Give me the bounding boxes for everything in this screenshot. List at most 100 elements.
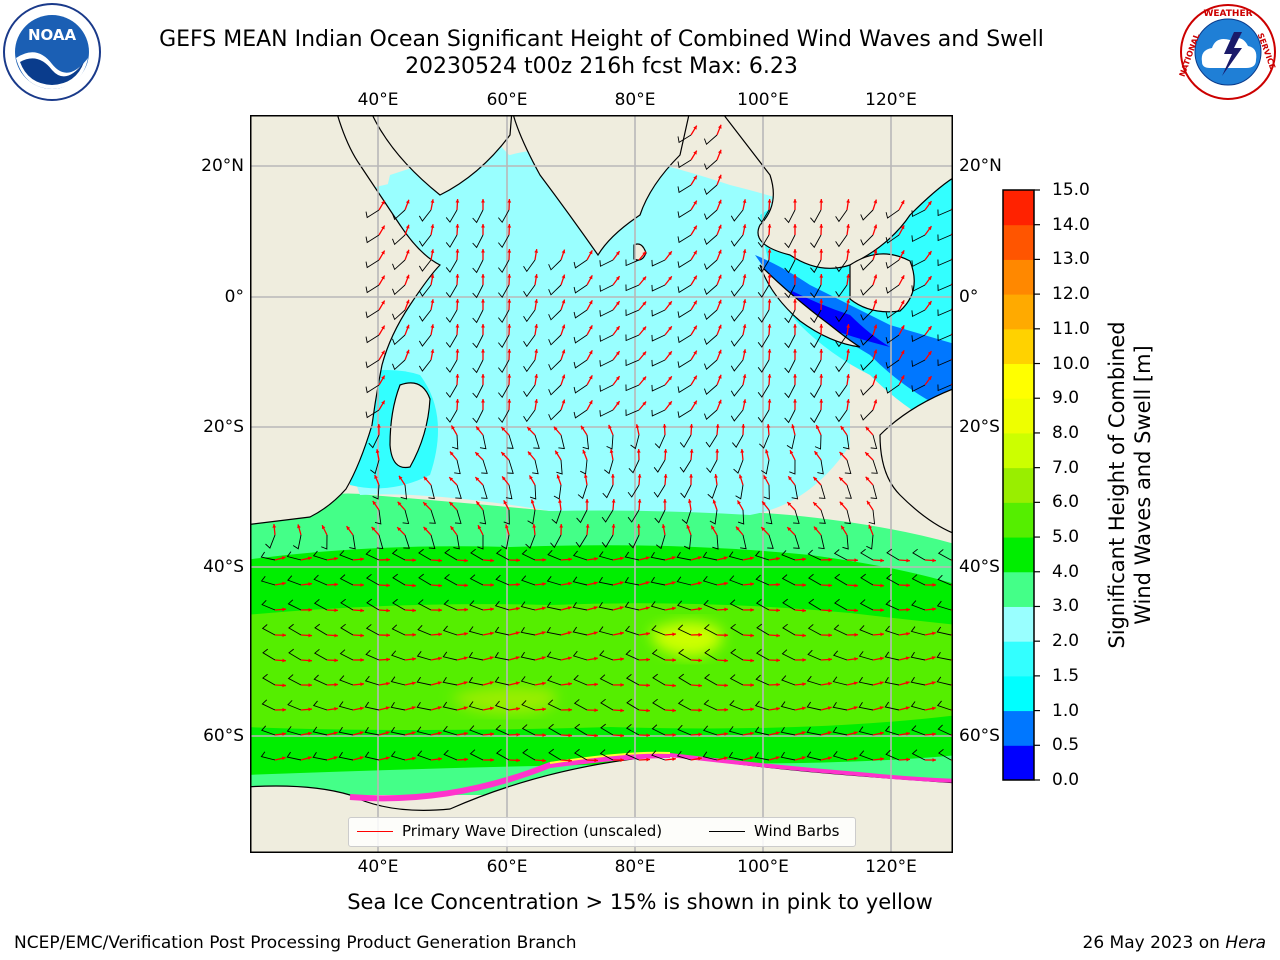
wind-barb (835, 384, 848, 398)
wave-direction-arrowhead (588, 400, 593, 405)
wave-direction-arrowhead (873, 349, 878, 354)
wave-direction-arrowhead (333, 756, 338, 760)
wind-barb (451, 434, 459, 450)
wave-direction-arrowhead (451, 425, 455, 430)
wind-barb (810, 284, 822, 299)
wind-barb (580, 459, 588, 475)
wind-barb (630, 434, 640, 450)
wind-barb (599, 749, 614, 761)
wind-barb (733, 459, 744, 474)
wind-barb (808, 598, 822, 611)
wind-barb (810, 359, 822, 374)
wave-direction-arrowhead (927, 326, 932, 331)
wave-direction-arrowhead (717, 174, 722, 179)
wave-direction-arrowhead (750, 633, 754, 638)
wave-direction-arrowhead (307, 756, 312, 760)
wind-barb (789, 459, 796, 475)
wind-barb (292, 534, 302, 550)
wind-barb (365, 649, 380, 661)
wave-direction-arrowhead (693, 375, 697, 380)
wind-barb (498, 309, 510, 324)
wind-barb (558, 434, 565, 450)
wave-direction-arrowhead (693, 300, 697, 305)
wind-barb (400, 484, 408, 500)
wind-barb (418, 573, 432, 586)
wind-barb (365, 624, 380, 636)
wind-barb (650, 576, 666, 586)
wave-direction-arrowhead (646, 708, 650, 713)
wave-direction-arrowhead (854, 558, 858, 563)
wave-direction-arrowhead (541, 631, 546, 635)
wind-barb (737, 509, 745, 525)
wave-direction-arrowhead (931, 631, 936, 636)
lat-label-left: 0° (224, 287, 244, 307)
lon-label-top: 100°E (737, 90, 789, 110)
wind-barb (551, 509, 562, 524)
wave-direction-arrowhead (464, 632, 468, 636)
wind-barb (442, 677, 458, 686)
wave-direction-arrowhead (593, 581, 598, 586)
wind-barb (754, 726, 770, 736)
machine-name: Hera (1225, 933, 1266, 953)
wind-barb (832, 701, 848, 711)
wave-direction-arrowhead (360, 608, 364, 613)
wind-barb (677, 159, 692, 169)
wave-direction-arrowhead (880, 632, 884, 637)
wave-direction-arrowhead (334, 658, 338, 663)
wind-barb (628, 534, 640, 549)
wind-barb (835, 309, 848, 323)
wave-direction-arrowhead (750, 707, 754, 712)
wind-barb (757, 359, 770, 373)
wind-barb (392, 234, 406, 246)
lat-label-right: 40°S (959, 557, 1000, 577)
wave-direction-arrowhead (505, 524, 509, 529)
wave-direction-arrowhead (405, 324, 410, 329)
wind-barb (704, 409, 718, 421)
wave-direction-arrowhead (814, 451, 819, 456)
wave-direction-arrowhead (507, 224, 512, 228)
wave-direction-arrowhead (568, 707, 572, 712)
wind-barb (365, 359, 380, 369)
wave-direction-arrowhead (642, 276, 647, 281)
wind-barb (885, 334, 900, 344)
wind-barb (834, 598, 848, 611)
wind-barb (520, 651, 536, 661)
wave-direction-arrowhead (542, 582, 546, 586)
wind-barb (390, 701, 406, 711)
wind-barb (365, 234, 380, 244)
wave-direction-arrowhead (879, 681, 884, 685)
wind-barb (260, 751, 276, 761)
wave-direction-arrowhead (776, 682, 780, 687)
wave-direction-arrowhead (717, 374, 722, 379)
wind-barb (600, 723, 614, 736)
wave-direction-arrowhead (615, 251, 620, 256)
wind-barb (702, 751, 718, 761)
wave-direction-arrowhead (646, 683, 650, 688)
wind-barb (547, 550, 562, 561)
wind-barb (677, 209, 692, 219)
wind-barb (885, 309, 900, 319)
wind-barb (730, 623, 744, 636)
wave-direction-arrowhead (385, 756, 390, 761)
wave-direction-arrowhead (672, 708, 676, 713)
wave-direction-arrowhead (905, 681, 910, 685)
wind-barb (677, 624, 692, 636)
wind-barb (625, 359, 640, 367)
wind-barb (793, 509, 800, 524)
wind-barb (472, 284, 484, 299)
wave-direction-arrowhead (793, 299, 797, 303)
wind-barb (885, 259, 900, 269)
wave-direction-arrowhead (717, 224, 722, 229)
wave-direction-arrowhead (567, 656, 572, 661)
wind-barb (626, 698, 640, 711)
wind-barb (884, 677, 900, 686)
wave-direction-arrowhead (455, 224, 460, 228)
wave-direction-arrowhead (801, 756, 806, 760)
wind-barb (704, 159, 718, 171)
wave-direction-arrowhead (750, 582, 754, 587)
wave-direction-arrowhead (411, 706, 416, 710)
nws-logo: WEATHER NATIONAL SERVICE (1178, 4, 1277, 100)
wind-barb (582, 434, 589, 450)
wind-barb (885, 284, 900, 294)
wave-direction-arrowhead (767, 274, 772, 278)
